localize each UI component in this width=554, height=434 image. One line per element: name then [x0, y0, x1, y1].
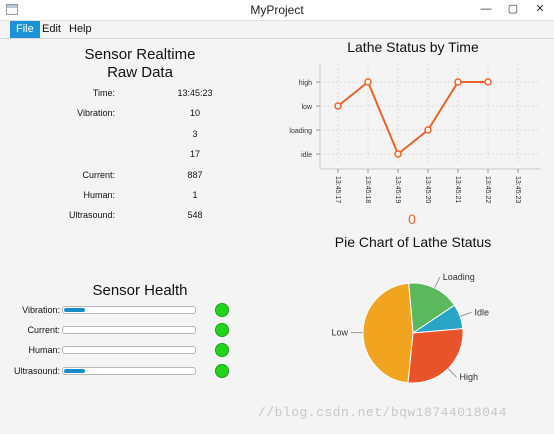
x-tick-label: 13:45:18 [364, 176, 371, 203]
x-tick-label: 13:45:19 [394, 176, 401, 203]
raw-row-value: 887 [187, 170, 203, 180]
pie-slice [407, 328, 464, 384]
raw-row-value: 3 [192, 129, 198, 139]
lathe-status-pie-chart: Pie Chart of Lathe Status Loading Idle High… [331, 234, 491, 384]
pie-label-leader [434, 276, 441, 289]
data-point [424, 126, 432, 134]
raw-row-value: 1 [192, 190, 198, 200]
health-progress-bar [62, 326, 196, 334]
y-tick-label: high [299, 80, 312, 87]
x-tick-label: 13:45:17 [334, 176, 341, 203]
pie-slice-label: Loading [443, 272, 475, 282]
raw-data-title-line1: Sensor Realtime [84, 46, 196, 63]
raw-data-title-line2: Raw Data [107, 64, 173, 81]
health-label: Vibration: [22, 305, 60, 315]
pie-slice-label: Low [331, 328, 348, 338]
line-legend-value: 0 [408, 211, 416, 227]
window-title: MyProject [250, 3, 304, 17]
health-status-indicator [215, 323, 229, 337]
health-progress-bar [62, 367, 196, 375]
raw-row-label: Time: [92, 88, 115, 98]
y-tick-label: loading [289, 128, 312, 135]
data-point [454, 78, 462, 86]
raw-row-value: 17 [189, 149, 200, 159]
menu-help[interactable]: Help [69, 23, 92, 35]
health-label: Human: [28, 345, 60, 355]
raw-data-title: Sensor Realtime Raw Data [60, 46, 220, 82]
menu-bar: File Edit Help [0, 21, 554, 39]
close-button[interactable]: ✕ [535, 3, 545, 15]
pie-chart-title: Pie Chart of Lathe Status [335, 234, 491, 250]
data-point [394, 150, 402, 158]
health-label: Current: [27, 325, 60, 335]
maximize-button[interactable]: ▢ [507, 3, 519, 15]
app-window-icon [6, 4, 18, 15]
menu-file[interactable]: File [10, 21, 40, 38]
watermark-text: //blog.csdn.net/bqw18744018044 [258, 405, 508, 420]
pie-label-leader [459, 311, 472, 317]
health-status-indicator [215, 364, 229, 378]
x-tick-label: 13:45:21 [454, 176, 461, 203]
x-tick-label: 13:45:20 [424, 176, 431, 203]
raw-row-value: 13:45:23 [177, 88, 213, 98]
data-point [364, 78, 372, 86]
health-progress-fill [64, 308, 85, 312]
raw-row-value: 548 [187, 210, 203, 220]
raw-row-label: Vibration: [77, 108, 115, 118]
menu-edit[interactable]: Edit [42, 23, 61, 35]
raw-row-label: Ultrasound: [68, 210, 115, 220]
health-status-indicator [215, 343, 229, 357]
health-progress-bar [62, 346, 196, 354]
y-tick-label: low [301, 104, 312, 111]
series-line [337, 80, 488, 156]
raw-row-label: Current: [82, 170, 115, 180]
data-point [484, 78, 492, 86]
pie-slice [362, 282, 414, 384]
health-label: Ultrasound: [13, 366, 60, 376]
data-point [334, 102, 342, 110]
lathe-status-line-chart: Lathe Status by Time idle loading low high 13… [289, 39, 540, 203]
y-tick-label: idle [301, 152, 312, 159]
line-chart-title: Lathe Status by Time [347, 39, 479, 55]
raw-row-value: 10 [189, 108, 200, 118]
window-titlebar: MyProject — ▢ ✕ [0, 0, 554, 21]
pie-slice-label: High [460, 372, 479, 382]
x-tick-label: 13:45:23 [514, 176, 521, 203]
minimize-button[interactable]: — [480, 3, 492, 15]
health-progress-bar [62, 306, 196, 314]
health-progress-fill [64, 369, 85, 373]
health-status-indicator [215, 303, 229, 317]
sensor-health-title: Sensor Health [92, 282, 188, 299]
pie-slice [408, 282, 456, 334]
pie-slice-label: Idle [474, 307, 489, 317]
x-tick-label: 13:45:22 [484, 176, 491, 203]
raw-row-label: Human: [83, 190, 115, 200]
pie-label-leader [447, 368, 457, 378]
